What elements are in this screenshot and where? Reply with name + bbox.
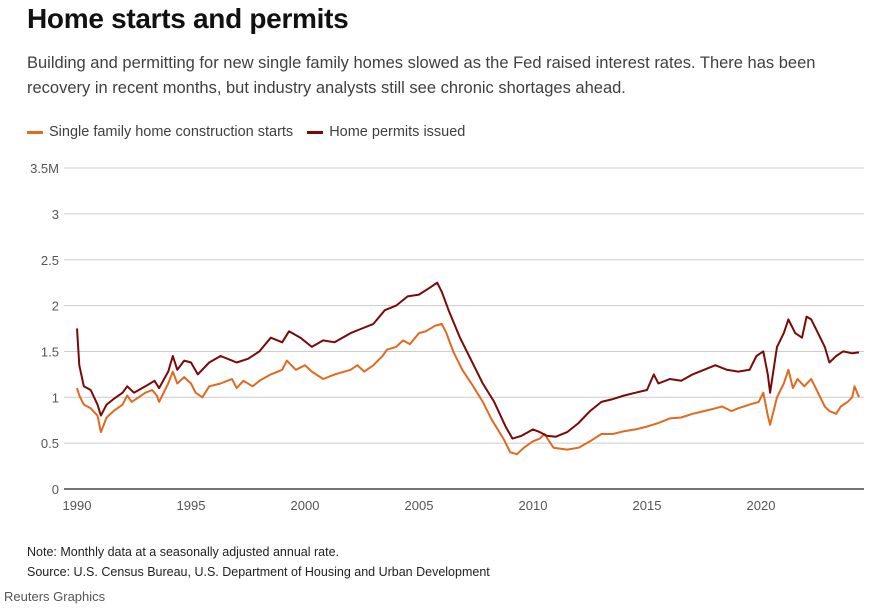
x-tick-label: 1995: [177, 498, 206, 513]
legend-swatch-permits: [307, 130, 324, 134]
y-tick-label: 2: [52, 299, 59, 314]
credit: Reuters Graphics: [4, 589, 106, 604]
series-line-permits: [76, 281, 860, 440]
chart-title: Home starts and permits: [27, 3, 349, 34]
y-tick-label: 1: [52, 390, 59, 405]
legend: Single family home construction starts H…: [27, 124, 479, 140]
legend-item-permits: Home permits issued: [307, 124, 465, 140]
gridlines: [64, 167, 864, 490]
y-tick-label: 2.5: [41, 253, 59, 268]
legend-swatch-starts: [27, 130, 43, 134]
legend-item-starts: Single family home construction starts: [27, 124, 293, 140]
x-tick-label: 2010: [519, 498, 548, 513]
y-tick-label: 1.5: [41, 344, 59, 359]
y-tick-label: 3.5M: [30, 161, 59, 176]
chart-subtitle: Building and permitting for new single f…: [27, 54, 816, 97]
x-tick-label: 2020: [747, 498, 776, 513]
x-tick-label: 2005: [405, 498, 434, 513]
x-axis-labels: 1990 1995 2000 2005 2010 2015 2020: [63, 498, 776, 513]
y-axis-labels: 0 0.5 1 1.5 2 2.5 3 3.5M: [30, 161, 59, 497]
source-text: Source: U.S. Census Bureau, U.S. Departm…: [27, 565, 490, 579]
y-tick-label: 0.5: [41, 436, 59, 451]
x-tick-label: 1990: [63, 498, 92, 513]
y-tick-label: 0: [52, 482, 59, 497]
x-tick-label: 2015: [633, 498, 662, 513]
footnote: Note: Monthly data at a seasonally adjus…: [27, 542, 490, 582]
series-line-starts: [76, 322, 860, 456]
series-lines: [76, 281, 860, 456]
legend-label-starts: Single family home construction starts: [49, 124, 294, 140]
line-chart: 0 0.5 1 1.5 2 2.5 3 3.5M 1990 1995 2000 2005 2010 20…: [30, 161, 864, 513]
x-tick-label: 2000: [291, 498, 320, 513]
legend-label-permits: Home permits issued: [329, 124, 466, 140]
note-text: Note: Monthly data at a seasonally adjus…: [27, 545, 340, 559]
y-tick-label: 3: [52, 207, 59, 222]
